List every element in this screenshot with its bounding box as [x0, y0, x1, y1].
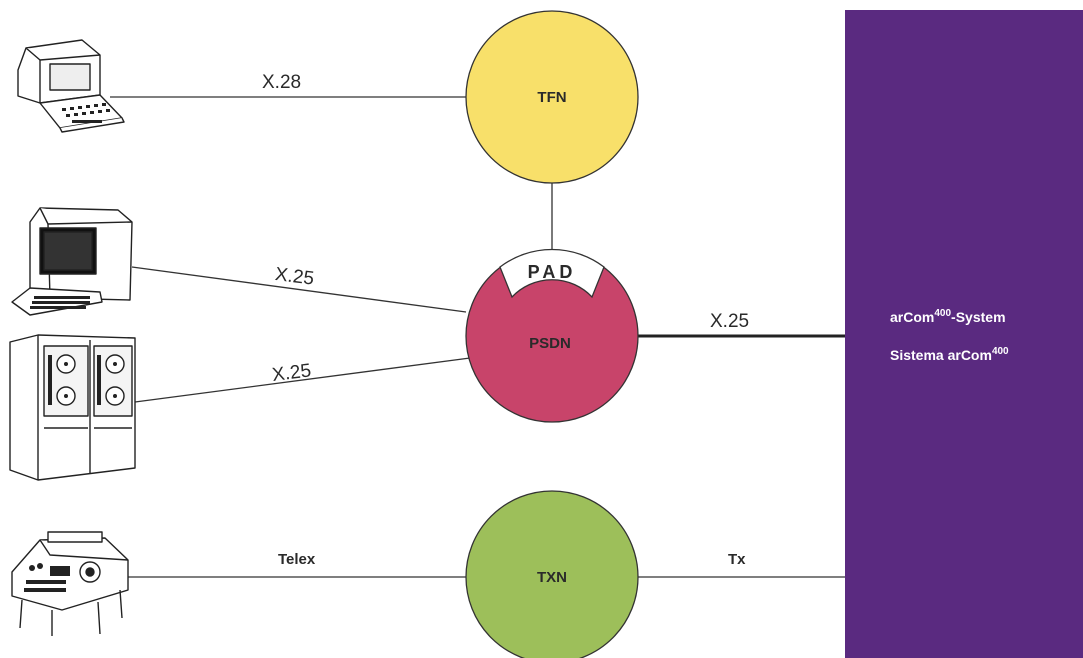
link-label-x25-system: X.25 [710, 311, 749, 332]
terminal-icon [17, 39, 125, 133]
system-label-line1: arCom400-System [890, 308, 1006, 325]
link-label-tx: Tx [728, 551, 746, 568]
tfn-node [465, 10, 639, 184]
line-workstation-psdn [131, 266, 467, 313]
link-label-x25-mainframe: X.25 [271, 360, 312, 386]
system-label-line2: Sistema arCom400 [890, 346, 1009, 363]
psdn-label: PSDN [529, 335, 571, 352]
link-label-x28: X.28 [262, 72, 301, 93]
pad-label: PAD [528, 262, 577, 282]
connection-lines [110, 96, 845, 578]
mainframe-icon [9, 334, 136, 481]
arcom-system-block [845, 10, 1083, 658]
line-mainframe-psdn [134, 357, 471, 403]
telex-machine-icon [11, 531, 129, 636]
txn-node [465, 490, 639, 658]
link-label-telex: Telex [278, 551, 316, 568]
link-label-x25-workstation: X.25 [274, 264, 315, 290]
pad-cap [499, 248, 605, 299]
txn-label: TXN [537, 569, 567, 586]
tfn-label: TFN [537, 89, 566, 106]
workstation-icon [11, 207, 133, 316]
